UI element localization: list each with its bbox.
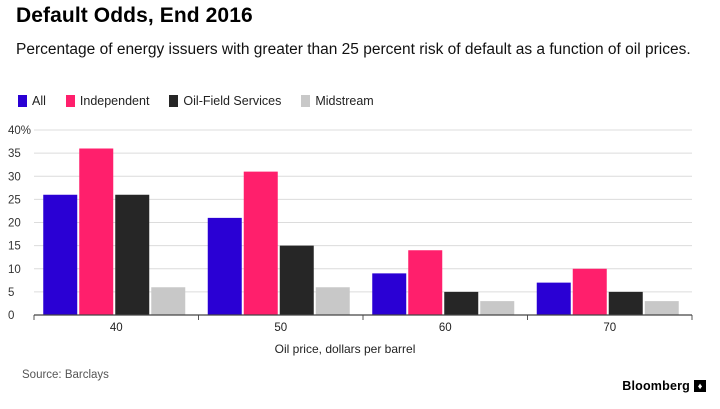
legend-item-oil-field-services: Oil-Field Services — [169, 94, 281, 108]
y-tick-label: 25 — [8, 194, 21, 206]
source-note: Source: Barclays — [22, 369, 109, 381]
legend-swatch-independent — [65, 95, 75, 107]
legend-label-all: All — [32, 94, 46, 108]
bar — [536, 282, 571, 315]
bar — [43, 194, 78, 315]
legend-swatch-midstream — [301, 95, 311, 107]
bar — [243, 171, 278, 315]
legend-item-midstream: Midstream — [301, 94, 374, 108]
y-tick-label: 5 — [8, 287, 14, 299]
bar — [151, 287, 186, 315]
bar — [372, 273, 407, 315]
legend-item-independent: Independent — [65, 94, 150, 108]
brand-logo: Bloomberg — [622, 379, 690, 393]
chart-title: Default Odds, End 2016 — [16, 4, 253, 27]
x-tick-label: 70 — [603, 322, 616, 334]
bar — [408, 250, 443, 315]
y-tick-label: 15 — [8, 241, 21, 253]
x-tick-label: 40 — [110, 322, 123, 334]
y-tick-label: 20 — [8, 218, 21, 230]
y-tick-label: 40% — [8, 125, 31, 137]
legend-swatch-oil-field-services — [169, 95, 179, 107]
legend-swatch-all — [18, 95, 27, 107]
y-tick-label: 0 — [8, 310, 14, 322]
legend-label-independent: Independent — [79, 94, 150, 108]
x-axis-label: Oil price, dollars per barrel — [275, 342, 416, 356]
x-tick-label: 50 — [274, 322, 287, 334]
y-tick-label: 30 — [8, 171, 21, 183]
x-tick-label: 60 — [439, 322, 452, 334]
bar-chart: 0 5 10 15 20 25 30 35 40% 40 50 60 70 Oil price, doll… — [8, 125, 693, 356]
bar — [315, 287, 350, 315]
bar — [480, 301, 515, 315]
bar — [644, 301, 679, 315]
legend-item-all: All — [18, 94, 46, 108]
bar — [572, 268, 607, 315]
legend: All Independent Oil-Field Services Midst… — [18, 94, 394, 108]
bar — [279, 245, 314, 315]
bar — [608, 291, 643, 315]
brand-mark-icon: ♦ — [694, 380, 706, 392]
chart-subtitle: Percentage of energy issuers with greate… — [16, 41, 691, 58]
y-tick-label: 35 — [8, 148, 21, 160]
bar — [79, 148, 114, 315]
y-tick-label: 10 — [8, 264, 21, 276]
legend-label-midstream: Midstream — [315, 94, 374, 108]
legend-label-oil-field-services: Oil-Field Services — [183, 94, 282, 108]
bar — [444, 291, 479, 315]
bar — [115, 194, 150, 315]
bar — [207, 217, 242, 315]
